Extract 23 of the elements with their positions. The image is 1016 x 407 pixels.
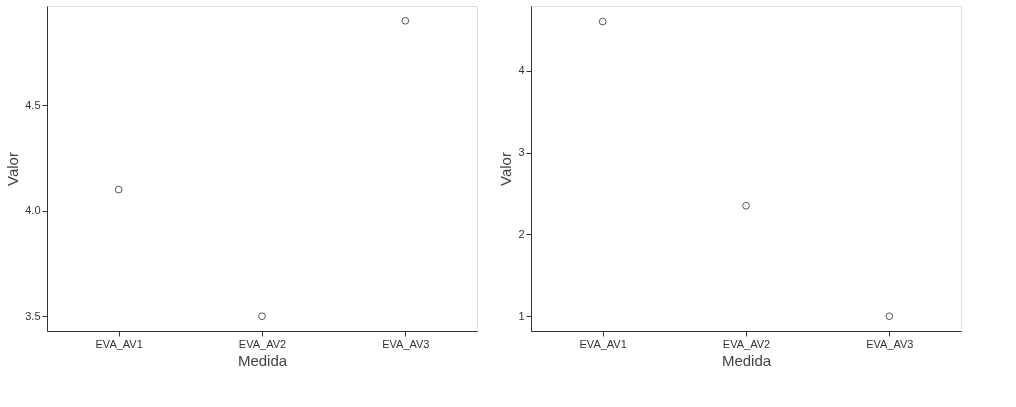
y-tick-label: 3.5	[25, 309, 41, 322]
y-tick-label: 1	[518, 309, 525, 322]
point	[742, 201, 750, 210]
point	[401, 16, 410, 25]
x-tick-label: EVA_AV3	[382, 337, 430, 350]
x-axis-title: Medida	[237, 351, 288, 369]
point	[598, 17, 607, 26]
x-tick-label: EVA_AV2	[238, 337, 287, 350]
y-tick-label: 4.0	[25, 204, 41, 217]
y-tick-label: 3	[518, 146, 525, 159]
point	[885, 312, 894, 321]
x-axis-title: Medida	[721, 351, 772, 369]
x-tick-label: EVA_AV1	[579, 337, 627, 350]
point	[114, 185, 123, 194]
y-tick-label: 4.5	[25, 98, 41, 111]
point	[258, 312, 266, 321]
y-axis-title: Valor	[4, 152, 22, 186]
y-tick-label: 2	[518, 227, 525, 240]
x-tick-label: EVA_AV2	[722, 337, 771, 350]
x-tick-label: EVA_AV3	[866, 337, 914, 350]
y-axis-title: Valor	[497, 152, 515, 186]
y-tick-label: 4	[518, 64, 525, 77]
x-tick-label: EVA_AV1	[95, 337, 143, 350]
